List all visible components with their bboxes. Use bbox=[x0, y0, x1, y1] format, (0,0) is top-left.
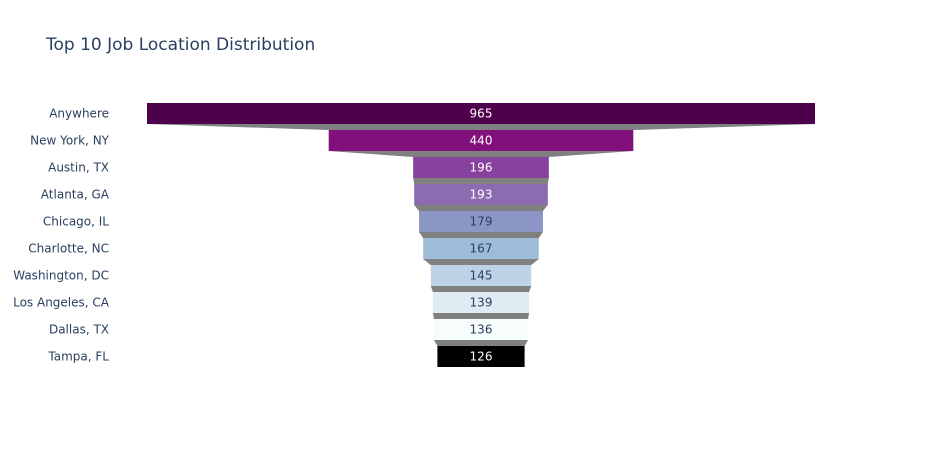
value-label: 965 bbox=[470, 107, 493, 121]
funnel-bars bbox=[147, 103, 815, 367]
funnel-connector bbox=[419, 232, 543, 238]
category-label: Charlotte, NC bbox=[28, 242, 109, 256]
funnel-connector bbox=[430, 286, 532, 292]
funnel-bar bbox=[432, 292, 530, 313]
funnel-bar bbox=[147, 103, 815, 124]
funnel-connector bbox=[413, 178, 549, 184]
funnel-bar bbox=[328, 130, 634, 151]
category-label: Washington, DC bbox=[13, 269, 109, 283]
funnel-bar bbox=[413, 157, 549, 178]
chart-title: Top 10 Job Location Distribution bbox=[45, 35, 315, 55]
funnel-bar bbox=[414, 184, 548, 205]
category-label: Dallas, TX bbox=[49, 323, 109, 337]
funnel-bar bbox=[433, 319, 529, 340]
category-label: Tampa, FL bbox=[47, 350, 109, 364]
value-label: 139 bbox=[470, 296, 493, 310]
funnel-connector bbox=[414, 205, 548, 211]
value-label: 136 bbox=[470, 323, 493, 337]
value-label: 167 bbox=[470, 242, 493, 256]
category-label: Chicago, IL bbox=[43, 215, 109, 229]
funnel-connector bbox=[328, 151, 634, 157]
funnel-bar bbox=[430, 265, 532, 286]
value-label: 193 bbox=[470, 188, 493, 202]
category-label: Austin, TX bbox=[48, 161, 109, 175]
value-label: 196 bbox=[470, 161, 493, 175]
value-label: 440 bbox=[470, 134, 493, 148]
funnel-connector bbox=[147, 124, 815, 130]
value-label: 126 bbox=[470, 350, 493, 364]
category-label: Anywhere bbox=[49, 107, 109, 121]
funnel-bar bbox=[437, 346, 525, 367]
category-label: Atlanta, GA bbox=[41, 188, 110, 202]
value-labels: 965 440 196 193 179 167 145 139 136 126 bbox=[470, 107, 493, 364]
funnel-bar bbox=[423, 238, 539, 259]
category-label: New York, NY bbox=[30, 134, 110, 148]
funnel-connector bbox=[423, 259, 539, 265]
category-labels: Anywhere New York, NY Austin, TX Atlanta, G… bbox=[13, 107, 110, 364]
value-label: 179 bbox=[470, 215, 493, 229]
category-label: Los Angeles, CA bbox=[13, 296, 110, 310]
funnel-connector bbox=[433, 340, 529, 346]
value-label: 145 bbox=[470, 269, 493, 283]
funnel-bar bbox=[419, 211, 543, 232]
funnel-connector bbox=[432, 313, 530, 319]
funnel-connectors bbox=[147, 124, 815, 346]
